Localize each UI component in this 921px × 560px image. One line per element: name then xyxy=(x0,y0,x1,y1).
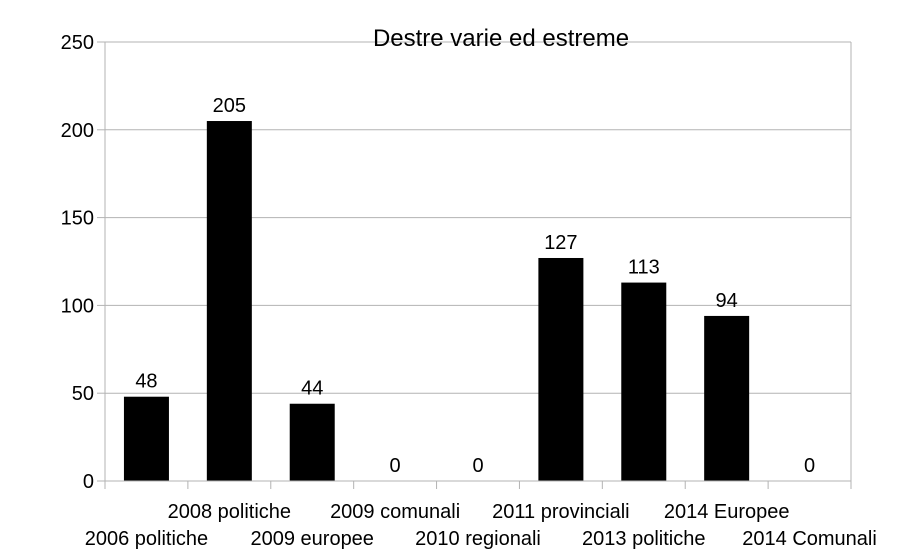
bar-2 xyxy=(289,403,335,481)
data-label-0: 48 xyxy=(135,371,157,393)
bar-1 xyxy=(206,121,252,482)
bar-7 xyxy=(704,315,750,481)
category-label-4: 2010 regionali xyxy=(415,528,541,550)
category-label-1: 2008 politiche xyxy=(168,501,291,523)
category-label-8: 2014 Comunali xyxy=(742,528,877,550)
chart-title: Destre varie ed estreme xyxy=(373,25,629,52)
category-label-6: 2013 politiche xyxy=(582,528,705,550)
category-label-3: 2009 comunali xyxy=(330,501,460,523)
axes xyxy=(97,41,852,489)
labels: 0 50 100 150 200 250 48 2006 politiche 205 2008 p… xyxy=(61,32,877,550)
data-label-7: 94 xyxy=(716,290,738,312)
y-tick-label: 50 xyxy=(72,383,94,405)
y-tick-label: 0 xyxy=(83,471,94,493)
data-label-5: 127 xyxy=(544,232,577,254)
bars xyxy=(123,121,750,482)
y-tick-label: 250 xyxy=(61,32,94,54)
y-tick-label: 150 xyxy=(61,208,94,230)
data-label-8: 0 xyxy=(804,455,815,477)
data-label-3: 0 xyxy=(390,455,401,477)
y-tick-label: 100 xyxy=(61,295,94,317)
category-label-5: 2011 provinciali xyxy=(492,501,630,523)
data-label-2: 44 xyxy=(301,378,323,400)
category-label-7: 2014 Europee xyxy=(664,501,790,523)
data-label-1: 205 xyxy=(213,95,246,117)
bar-0 xyxy=(123,396,169,481)
category-label-2: 2009 europee xyxy=(250,528,373,550)
bar-6 xyxy=(621,282,667,481)
data-label-4: 0 xyxy=(472,455,483,477)
data-label-6: 113 xyxy=(628,257,660,279)
bar-5 xyxy=(538,257,584,481)
y-tick-label: 200 xyxy=(61,120,94,142)
category-label-0: 2006 politiche xyxy=(85,528,208,550)
